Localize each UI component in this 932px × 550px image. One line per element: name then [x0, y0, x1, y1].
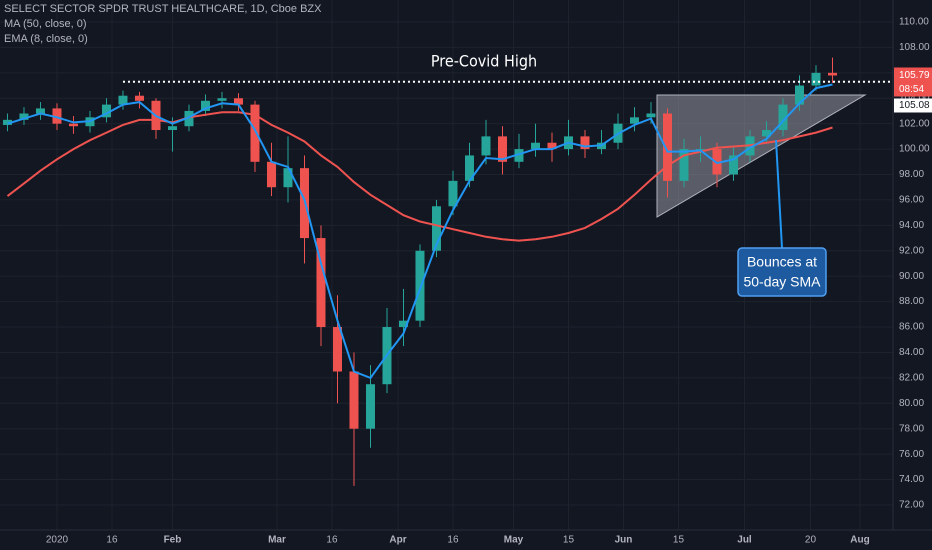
candle-body [547, 142, 557, 150]
candle-body [349, 371, 359, 429]
candle-body [761, 130, 771, 137]
legend-entry: EMA (8, close, 0) [4, 33, 88, 45]
candle-body [332, 327, 342, 372]
indicator-line [7, 83, 833, 380]
candle-body [464, 155, 474, 181]
candle-body [415, 250, 425, 321]
x-tick-label: 20 [805, 535, 817, 546]
candle-body [68, 123, 78, 127]
candle-body [530, 142, 540, 150]
candle-body [167, 126, 177, 131]
x-tick-label: 2020 [46, 535, 69, 546]
legend-entry: MA (50, close, 0) [4, 18, 87, 30]
x-tick-label: Aug [850, 535, 869, 546]
candle-body [728, 155, 738, 175]
candle-body [646, 113, 656, 118]
x-tick-label: Jul [737, 535, 752, 546]
candle-body [2, 119, 12, 125]
candle-body [712, 149, 722, 175]
x-tick-label: Jun [615, 535, 633, 546]
candle-body [316, 238, 326, 328]
candle-body [827, 72, 837, 76]
candle-body [497, 136, 507, 162]
candle-body [35, 108, 45, 114]
candle-body [794, 85, 804, 105]
candle-body [365, 384, 375, 429]
candle-body [481, 136, 491, 156]
candle-body [250, 104, 260, 162]
candle-body [266, 161, 276, 188]
y-tick-label: 82.00 [899, 373, 924, 384]
candle-body [19, 113, 29, 120]
legend: SELECT SECTOR SPDR TRUST HEALTHCARE, 1D,… [4, 3, 322, 45]
candle-body [679, 149, 689, 181]
candle-body [580, 136, 590, 150]
x-tick-label: Apr [389, 535, 406, 546]
y-tick-label: 90.00 [899, 271, 924, 282]
candle-body [101, 104, 111, 118]
y-tick-label: 74.00 [899, 474, 924, 485]
indicator-line [6, 111, 833, 242]
candle-body [118, 95, 128, 105]
candle-body [629, 117, 639, 124]
x-tick-label: Feb [164, 535, 182, 546]
candle-body [217, 98, 227, 101]
y-tick-label: 96.00 [899, 195, 924, 206]
y-tick-label: 88.00 [899, 296, 924, 307]
candle-body [448, 180, 458, 207]
last-price-label: 105.79 [899, 70, 930, 81]
y-tick-label: 110.00 [899, 17, 929, 28]
y-tick-label: 102.00 [899, 118, 930, 129]
y-tick-label: 108.00 [899, 42, 930, 53]
candle-body [398, 320, 408, 328]
x-tick-label: 16 [447, 535, 459, 546]
x-tick-label: 16 [106, 535, 118, 546]
callout-box [737, 247, 827, 297]
level-label: Pre-Covid High [431, 52, 537, 71]
y-tick-label: 100.00 [899, 144, 930, 155]
axes: 72.00 74.00 76.00 78.00 80.00 82.00 84.00 86.00… [46, 17, 932, 546]
candle-body [662, 113, 672, 181]
y-tick-label: 86.00 [899, 322, 924, 333]
callout-text: 50-day SMA [743, 274, 821, 290]
y-tick-label: 94.00 [899, 220, 924, 231]
y-tick-label: 92.00 [899, 245, 924, 256]
ema-price-label: 105.08 [899, 100, 930, 111]
callout-text: Bounces at [747, 254, 817, 270]
y-tick-label: 80.00 [899, 398, 924, 409]
y-tick-label: 78.00 [899, 423, 924, 434]
candle-body [283, 168, 293, 188]
y-tick-label: 72.00 [899, 500, 924, 511]
candle-body [184, 110, 194, 127]
candle-body [811, 72, 821, 86]
y-tick-label: 84.00 [899, 347, 924, 358]
y-tick-label: 76.00 [899, 449, 924, 460]
candle-body [778, 104, 788, 131]
x-tick-label: Mar [268, 535, 286, 546]
candle-body [134, 95, 144, 101]
x-tick-label: 15 [563, 535, 575, 546]
candle-body [52, 108, 62, 124]
callout-pointer [775, 139, 783, 249]
last-price-box [894, 67, 932, 83]
candle-body [200, 100, 210, 111]
countdown-box [894, 82, 932, 97]
candle-body [233, 98, 243, 105]
candle-body [514, 149, 524, 162]
chart-title: SELECT SECTOR SPDR TRUST HEALTHCARE, 1D,… [4, 3, 322, 15]
ema-price-box [894, 98, 932, 113]
x-tick-label: 16 [326, 535, 338, 546]
triangle-pattern [656, 94, 867, 218]
y-tick-label: 104.00 [899, 93, 930, 104]
marks [2, 57, 893, 486]
candle-body [431, 206, 441, 251]
x-tick-label: 15 [673, 535, 685, 546]
countdown-label: 08:54 [899, 84, 924, 95]
y-tick-label: 98.00 [899, 169, 924, 180]
x-tick-label: May [504, 535, 524, 546]
